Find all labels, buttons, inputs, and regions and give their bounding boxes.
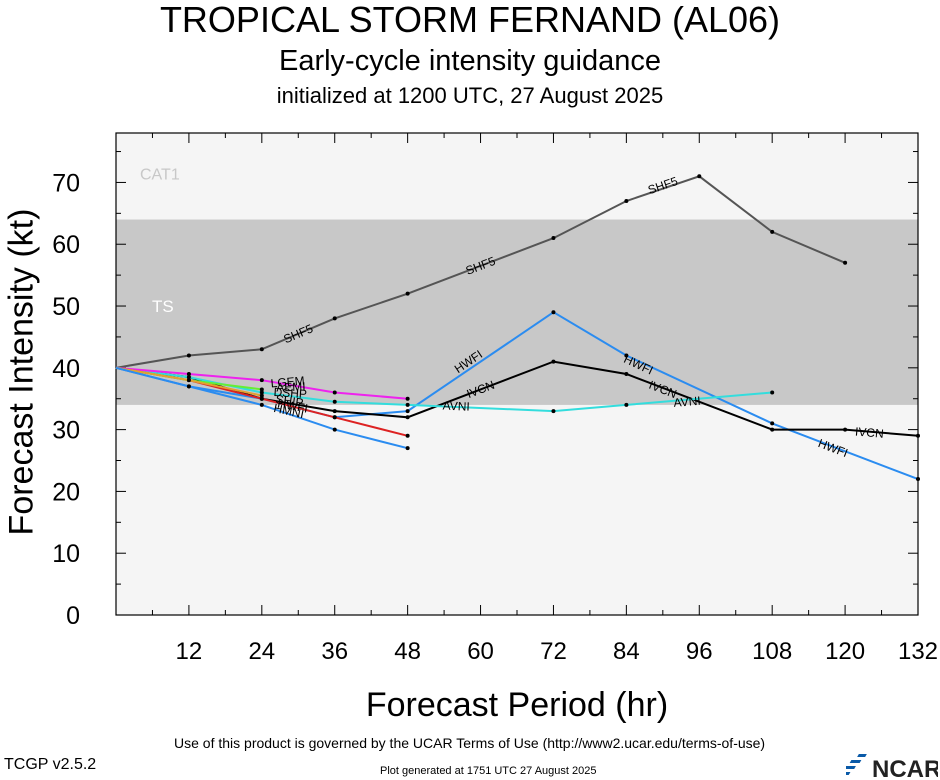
data-point [332, 390, 337, 395]
version-label: TCGP v2.5.2 [4, 756, 97, 773]
data-point [186, 378, 191, 383]
data-point [916, 433, 920, 438]
data-point [551, 310, 556, 315]
data-point [405, 433, 410, 438]
data-point [259, 387, 264, 392]
x-tick-label: 24 [248, 638, 275, 665]
data-point [259, 402, 264, 407]
series-line-shf5 [115, 175, 846, 369]
data-point [332, 409, 337, 414]
x-tick-label: 12 [176, 638, 203, 665]
svg-text:NCAR: NCAR [872, 756, 938, 780]
y-tick-label: 20 [52, 478, 80, 506]
data-point [332, 427, 337, 432]
x-tick-label: 120 [825, 638, 865, 665]
data-point [624, 402, 629, 407]
cluster-label-ship: SHIP [275, 392, 305, 410]
cluster-label-hmni: HMNI [272, 401, 305, 421]
data-point [259, 347, 264, 352]
band-label-cat1: CAT1 [140, 166, 180, 183]
x-tick-label: 48 [394, 638, 421, 665]
data-point [551, 236, 556, 241]
data-point [624, 353, 629, 358]
y-tick-label: 50 [52, 293, 80, 321]
cluster-label-hwfi: HWFI [276, 397, 309, 416]
band-ts [116, 219, 918, 405]
series-label-avni: AVNI [673, 394, 701, 410]
cluster-label-aemi: AEMI [276, 379, 306, 394]
y-tick-label: 60 [52, 231, 80, 259]
chart-title: TROPICAL STORM FERNAND (AL06) [159, 0, 781, 40]
data-point [405, 291, 410, 296]
x-tick-label: 108 [752, 638, 792, 665]
y-tick-label: 10 [52, 540, 80, 568]
data-point [186, 375, 191, 380]
data-point [843, 427, 848, 432]
y-tick-label: 30 [52, 417, 80, 445]
x-tick-label: 96 [686, 638, 713, 665]
data-point [916, 477, 920, 482]
data-point [697, 174, 702, 179]
data-point [770, 390, 775, 395]
data-point [259, 396, 264, 401]
terms-of-use-notice: Use of this product is governed by the U… [174, 735, 766, 751]
data-point [186, 384, 191, 389]
data-point [405, 409, 410, 414]
data-point [259, 393, 264, 398]
data-point [405, 396, 410, 401]
series-label-ivcn: IVCN [855, 425, 885, 441]
band-cat1 [116, 133, 918, 220]
data-point [405, 446, 410, 451]
data-point [624, 198, 629, 203]
cluster-label-dshp: DSHP [273, 385, 307, 401]
x-tick-label: 72 [540, 638, 567, 665]
data-point [405, 402, 410, 407]
initialization-time: initialized at 1200 UTC, 27 August 2025 [276, 83, 664, 108]
data-point [332, 316, 337, 321]
data-point [770, 421, 775, 426]
y-axis-label: Forecast Intensity (kt) [2, 208, 41, 536]
x-tick-label: 132 [898, 638, 938, 665]
generated-timestamp: Plot generated at 1751 UTC 27 August 202… [380, 765, 597, 777]
data-point [186, 353, 191, 358]
data-point [551, 409, 556, 414]
x-tick-label: 84 [613, 638, 640, 665]
chart-subtitle: Early-cycle intensity guidance [278, 45, 661, 77]
y-tick-label: 40 [52, 355, 80, 383]
band-label-ts: TS [152, 297, 174, 316]
data-point [405, 415, 410, 420]
y-tick-label: 0 [66, 602, 80, 630]
series-label-avni: AVNI [442, 399, 470, 414]
data-point [624, 372, 629, 376]
data-point [259, 378, 264, 383]
data-point [770, 229, 775, 234]
x-tick-label: 60 [467, 638, 494, 665]
data-point [770, 427, 775, 432]
cluster-label-lgem: LGEM [270, 374, 305, 391]
data-point [259, 390, 264, 395]
ncar-logo: NCAR [846, 754, 938, 780]
data-point [332, 399, 337, 404]
series-line-avni [115, 366, 773, 413]
data-point [332, 415, 337, 420]
y-tick-label: 70 [52, 169, 80, 197]
data-point [551, 359, 556, 364]
x-axis-label: Forecast Period (hr) [365, 686, 669, 724]
x-tick-label: 36 [321, 638, 348, 665]
intensity-chart: TS CAT1 12 24 36 48 60 72 84 96 108 120 132 0 10 20 30 40… [52, 132, 938, 665]
data-point [186, 372, 191, 376]
data-point [843, 260, 848, 265]
